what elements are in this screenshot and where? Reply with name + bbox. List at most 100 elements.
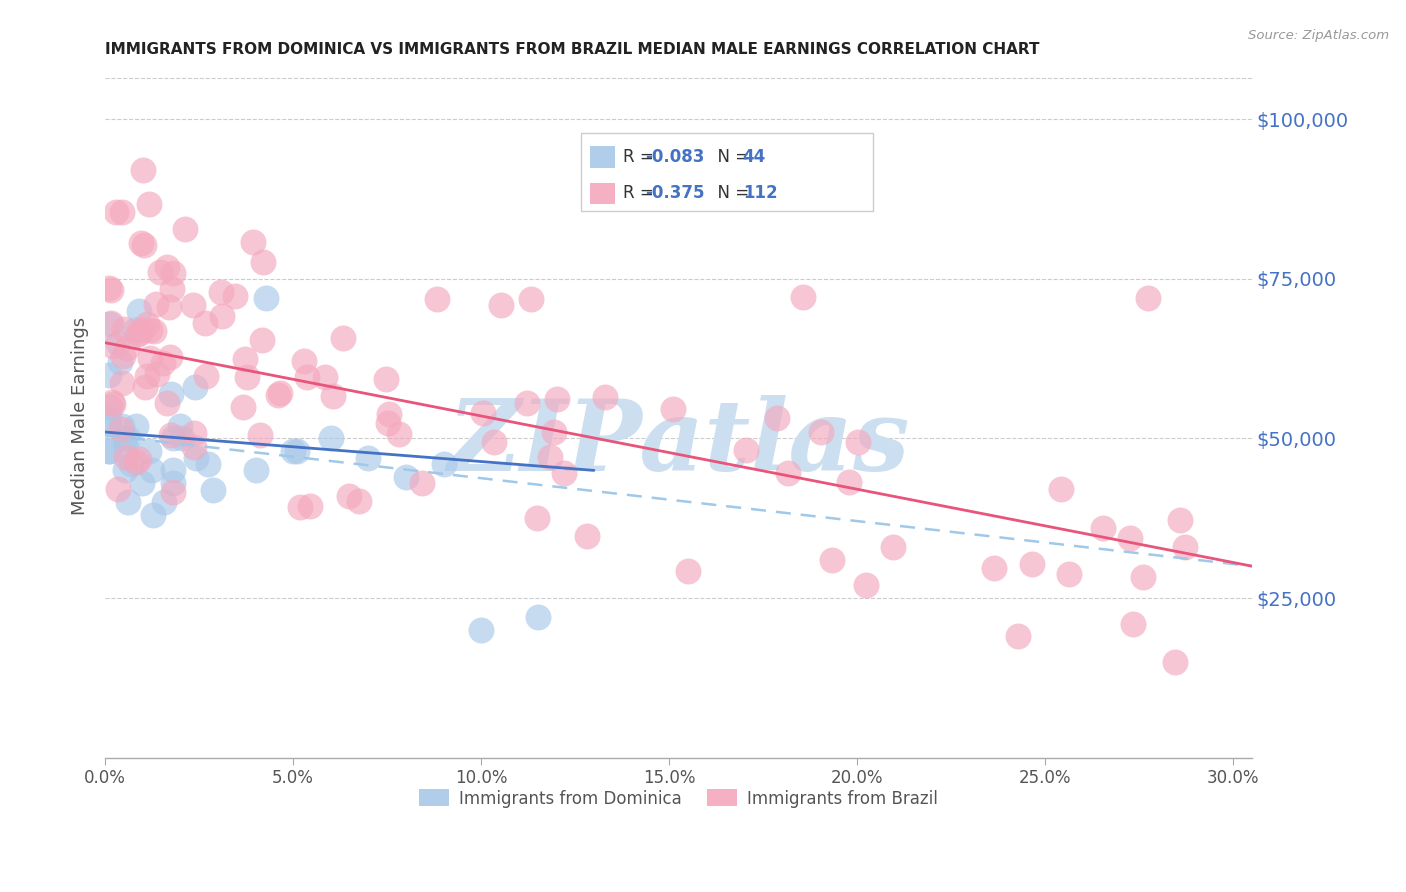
Point [98,444,121,458]
Point [114,432,136,446]
Point [172,432,194,446]
Point [846,435,869,450]
Point [98,280,121,294]
Text: -0.375: -0.375 [645,185,704,202]
Point [100,400,122,414]
Point [432,457,454,471]
Text: R =: R = [623,148,659,166]
Point [145,296,167,310]
Point [156,260,179,274]
Point [110,355,132,369]
Point [1092,521,1115,535]
Point [153,495,176,509]
Point [662,402,685,417]
Point [983,561,1005,575]
Point [792,290,814,304]
Point [101,339,124,353]
Point [184,380,207,394]
Point [242,235,264,249]
Point [1168,513,1191,527]
Point [124,323,146,337]
Point [250,333,273,347]
Point [337,489,360,503]
Point [882,540,904,554]
Point [526,610,548,624]
Point [114,463,136,477]
FancyBboxPatch shape [581,133,873,211]
Point [110,205,132,219]
Point [197,457,219,471]
Point [138,197,160,211]
Point [395,469,418,483]
Point [107,483,129,497]
Point [319,432,342,446]
Point [98,418,121,433]
Point [520,292,543,306]
Point [160,386,183,401]
Point [117,432,139,446]
Point [98,412,121,426]
Point [236,369,259,384]
Point [160,428,183,442]
Point [112,322,135,336]
Point [128,452,150,467]
Point [266,388,288,402]
Point [183,441,205,455]
Point [129,235,152,250]
Text: -0.083: -0.083 [645,148,704,166]
Bar [591,146,616,169]
Point [298,499,321,513]
Point [269,385,291,400]
Point [138,444,160,458]
Point [252,255,274,269]
Point [104,205,127,219]
Point [162,432,184,446]
Point [186,450,208,465]
Point [139,323,162,337]
Point [131,323,153,337]
Point [111,349,134,363]
Point [131,476,153,491]
Point [107,335,129,350]
Point [149,265,172,279]
Point [194,369,217,384]
Point [173,222,195,236]
Point [314,370,336,384]
Point [295,370,318,384]
Point [136,318,159,332]
Point [134,237,156,252]
Point [98,368,121,382]
Point [110,418,132,433]
Point [209,285,232,299]
Point [128,303,150,318]
Text: N =: N = [707,148,755,166]
Point [224,289,246,303]
Point [734,442,756,457]
Point [810,425,832,440]
Point [115,450,138,465]
Point [159,351,181,365]
Point [100,283,122,297]
Point [194,316,217,330]
Point [136,368,159,383]
Point [125,418,148,433]
Point [98,444,121,458]
Text: IMMIGRANTS FROM DOMINICA VS IMMIGRANTS FROM BRAZIL MEDIAN MALE EARNINGS CORRELAT: IMMIGRANTS FROM DOMINICA VS IMMIGRANTS F… [105,42,1039,57]
Text: 112: 112 [742,185,778,202]
Point [766,410,789,425]
Point [125,455,148,469]
Point [332,331,354,345]
Point [292,353,315,368]
Point [162,476,184,491]
Text: R =: R = [623,185,659,202]
Point [232,400,254,414]
Point [117,495,139,509]
Point [821,553,844,567]
Point [111,376,134,390]
Point [233,351,256,366]
Point [377,417,399,431]
Point [115,341,138,355]
Point [120,457,142,471]
Point [375,371,398,385]
Point [1136,291,1159,305]
